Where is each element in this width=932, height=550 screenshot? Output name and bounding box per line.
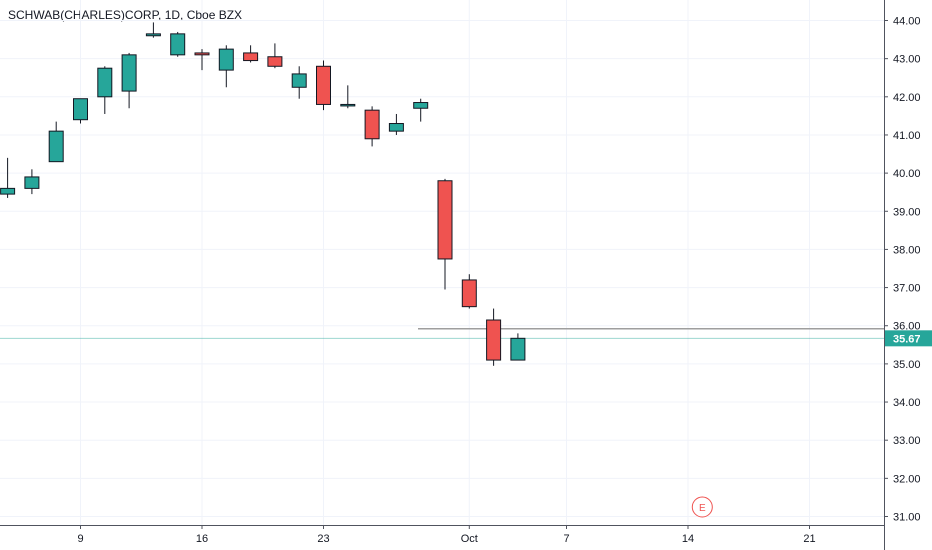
candle-body[interactable] [267,56,283,67]
candle-body[interactable] [121,54,137,92]
candle-body[interactable] [461,279,477,308]
earnings-marker-icon[interactable] [691,496,713,518]
candle-body[interactable] [97,67,113,98]
chart-title: SCHWAB(CHARLES)CORP, 1D, Cboe BZX [8,8,243,22]
x-tick-label: 21 [803,533,815,545]
x-tick-label: 14 [682,533,694,545]
candle-body[interactable] [388,123,404,132]
y-tick-label: 43.00 [893,54,921,66]
y-tick-label: 34.00 [893,397,921,409]
y-tick-label: 37.00 [893,283,921,295]
candle-body[interactable] [48,130,64,163]
candle-body[interactable] [364,109,380,140]
candle-body[interactable] [316,65,331,105]
x-tick-label: 7 [563,533,569,545]
y-tick-label: 32.00 [893,473,921,485]
candle-body[interactable] [24,176,40,189]
candle-body[interactable] [437,180,453,260]
x-tick-label: Oct [461,533,478,545]
candle-body[interactable] [170,33,186,56]
x-tick-label: 9 [77,533,83,545]
candle-body[interactable] [291,73,307,88]
y-tick-label: 41.00 [893,130,921,142]
y-tick-label: 35.00 [893,359,921,371]
candle-body[interactable] [486,319,502,361]
y-tick-label: 42.00 [893,92,921,104]
candle-body[interactable] [73,98,88,121]
y-tick-label: 33.00 [893,435,921,447]
candle-body[interactable] [218,48,234,71]
y-tick-label: 31.00 [893,512,921,524]
candle-body[interactable] [413,102,429,109]
y-tick-label: 40.00 [893,168,921,180]
candle-body[interactable] [243,52,259,62]
last-price-label: 35.67 [893,333,921,345]
x-tick-label: 16 [196,533,208,545]
earnings-marker-label: E [699,503,706,514]
y-tick-label: 36.00 [893,321,921,333]
candle-body[interactable] [0,187,16,195]
last-price-badge [885,330,932,347]
candle-body[interactable] [340,103,356,107]
y-tick-label: 44.00 [893,16,921,28]
candle-body[interactable] [194,52,210,56]
y-tick-label: 38.00 [893,244,921,256]
x-tick-label: 23 [317,533,329,545]
candle-body[interactable] [510,337,526,361]
y-tick-label: 39.00 [893,206,921,218]
candle-body[interactable] [145,33,161,37]
